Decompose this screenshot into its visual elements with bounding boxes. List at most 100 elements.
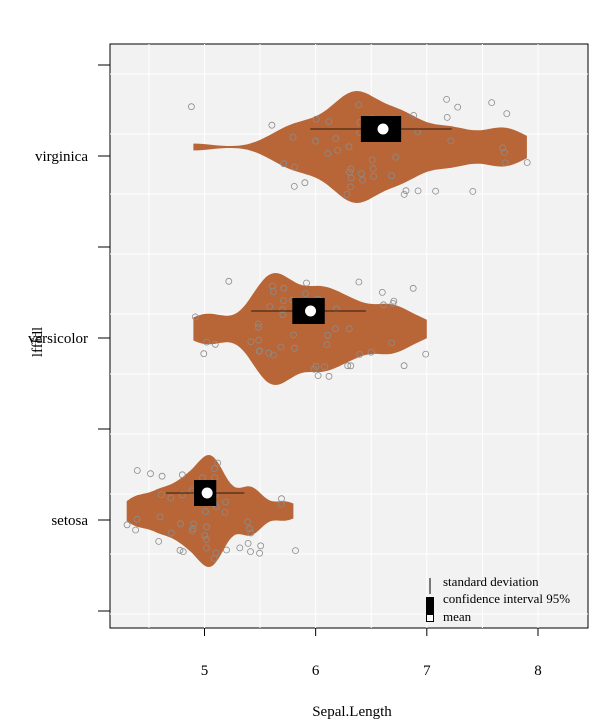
data-point <box>346 168 353 176</box>
data-point <box>211 465 218 473</box>
data-point <box>269 288 277 296</box>
data-point <box>132 526 140 534</box>
data-point <box>190 520 197 528</box>
data-point <box>324 331 332 339</box>
legend-mean-swatch <box>426 614 434 622</box>
data-point <box>176 546 184 554</box>
data-point <box>325 372 333 380</box>
data-point <box>369 165 377 172</box>
data-point <box>378 288 386 296</box>
data-point <box>347 183 354 191</box>
data-point <box>279 306 286 314</box>
data-point <box>409 284 417 292</box>
data-point <box>414 187 422 195</box>
data-point <box>469 187 477 195</box>
summary-stats <box>166 116 452 506</box>
data-point <box>247 338 255 346</box>
data-point <box>211 340 219 348</box>
data-point <box>321 363 328 371</box>
data-point <box>256 549 264 557</box>
data-point <box>279 311 287 319</box>
data-point <box>314 372 322 380</box>
data-point <box>147 470 154 478</box>
data-point <box>389 300 397 307</box>
data-point <box>454 103 462 111</box>
data-point <box>410 112 418 119</box>
violin-setosa <box>126 455 294 567</box>
data-point <box>255 323 262 331</box>
data-point <box>334 146 342 154</box>
data-point <box>345 143 353 151</box>
data-point <box>254 320 262 328</box>
data-point <box>324 150 332 157</box>
data-point <box>380 301 387 309</box>
data-point <box>312 115 320 123</box>
data-point <box>133 467 141 474</box>
data-point <box>302 290 309 298</box>
data-point <box>310 365 318 373</box>
data-point <box>523 159 531 166</box>
legend: standard deviation confidence interval 9… <box>426 574 570 624</box>
data-point <box>223 546 230 554</box>
violin-virginica <box>193 91 527 203</box>
data-point <box>167 494 175 502</box>
data-point <box>347 165 355 173</box>
data-point <box>488 99 496 106</box>
data-point <box>214 459 222 467</box>
mean-marker-versicolor <box>304 304 318 318</box>
data-point <box>247 548 254 555</box>
data-point <box>203 523 211 531</box>
data-point <box>179 548 187 555</box>
data-point <box>422 350 430 358</box>
data-point <box>447 137 455 145</box>
data-point <box>312 137 320 145</box>
data-point <box>277 343 285 351</box>
violins <box>126 91 527 567</box>
data-point <box>501 159 509 167</box>
data-point <box>280 284 288 292</box>
data-point <box>345 325 353 333</box>
violin-versicolor <box>193 273 427 385</box>
data-point <box>355 278 363 286</box>
data-point <box>157 491 165 499</box>
data-point <box>291 163 299 171</box>
data-point <box>400 190 408 198</box>
axes: 5 6 7 8 setosa versicolor virginica <box>28 64 542 679</box>
data-point <box>244 518 252 526</box>
data-point <box>292 547 299 554</box>
data-point <box>301 179 309 187</box>
data-points <box>123 96 531 562</box>
data-point <box>268 121 276 129</box>
data-point <box>158 472 166 480</box>
data-point <box>289 133 297 141</box>
data-point <box>400 362 408 370</box>
data-point <box>359 176 367 184</box>
data-point <box>303 279 310 287</box>
data-point <box>156 513 164 521</box>
data-point <box>332 135 340 143</box>
data-point <box>123 521 131 529</box>
legend-label-ci: confidence interval 95% <box>443 591 570 606</box>
data-point <box>392 153 400 161</box>
data-point <box>203 544 210 552</box>
data-point <box>323 341 331 349</box>
data-point <box>279 297 287 304</box>
data-point <box>188 527 196 535</box>
y-axis-title: lfffdl <box>30 327 46 357</box>
data-point <box>402 187 410 195</box>
data-point <box>255 336 263 344</box>
x-tick-label: 7 <box>423 663 431 679</box>
data-point <box>201 508 209 515</box>
data-point <box>325 118 333 125</box>
data-point <box>367 348 375 356</box>
data-point <box>178 471 186 479</box>
data-point <box>432 187 440 195</box>
data-point <box>247 529 255 537</box>
data-point <box>236 544 244 552</box>
data-point <box>191 313 199 321</box>
data-point <box>222 498 230 506</box>
legend-label-mean: mean <box>443 609 472 624</box>
data-point <box>357 170 365 178</box>
mean-marker-setosa <box>200 486 214 500</box>
